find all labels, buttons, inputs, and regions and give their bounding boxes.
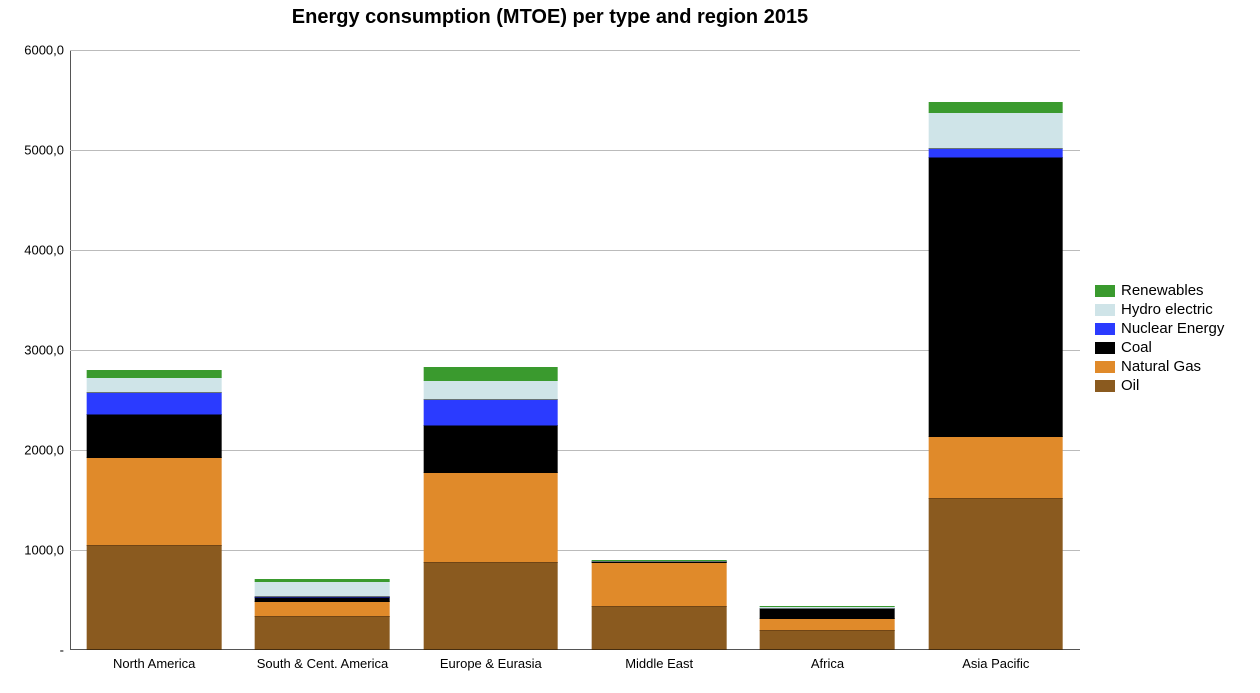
bar-segment-nuclear	[87, 392, 222, 415]
bar-segment-hydro	[928, 112, 1063, 149]
y-tick-label: 3000,0	[24, 343, 70, 358]
y-tick-label: 2000,0	[24, 443, 70, 458]
bar-segment-hydro	[87, 377, 222, 393]
stacked-bar	[760, 606, 895, 651]
legend-swatch	[1095, 304, 1115, 316]
category-label: Asia Pacific	[962, 650, 1029, 671]
legend-item-coal: Coal	[1095, 339, 1224, 356]
chart-title: Energy consumption (MTOE) per type and r…	[0, 6, 1100, 29]
legend-swatch	[1095, 361, 1115, 373]
bar-segment-oil	[255, 616, 390, 650]
bar-segment-oil	[87, 545, 222, 650]
category-slot: North America	[70, 50, 238, 650]
legend-item-nuclear: Nuclear Energy	[1095, 320, 1224, 337]
bar-segment-nuclear	[423, 399, 558, 426]
category-slot: Middle East	[575, 50, 743, 650]
legend-item-natgas: Natural Gas	[1095, 358, 1224, 375]
category-slot: Europe & Eurasia	[407, 50, 575, 650]
legend-item-renewables: Renewables	[1095, 282, 1224, 299]
legend: Renewables Hydro electric Nuclear Energy Co…	[1095, 280, 1224, 396]
category-label: South & Cent. America	[257, 650, 389, 671]
legend-label: Hydro electric	[1121, 301, 1213, 318]
bar-segment-natgas	[87, 457, 222, 546]
bar-segment-renewables	[87, 370, 222, 378]
legend-label: Oil	[1121, 377, 1139, 394]
legend-label: Coal	[1121, 339, 1152, 356]
category-label: Africa	[811, 650, 844, 671]
y-tick-label: 1000,0	[24, 543, 70, 558]
bar-segment-natgas	[760, 618, 895, 631]
stacked-bar	[255, 579, 390, 650]
stacked-bar	[592, 560, 727, 651]
bar-segment-natgas	[423, 472, 558, 563]
bar-segment-renewables	[423, 367, 558, 381]
bar-segment-coal	[423, 425, 558, 473]
bar-segment-nuclear	[928, 148, 1063, 159]
y-tick-label: 4000,0	[24, 243, 70, 258]
bar-segment-coal	[928, 157, 1063, 437]
category-label: North America	[113, 650, 195, 671]
bar-segment-renewables	[592, 560, 727, 561]
bar-segment-hydro	[423, 380, 558, 400]
bar-segment-natgas	[592, 562, 727, 607]
bar-segment-coal	[760, 608, 895, 619]
legend-swatch	[1095, 342, 1115, 354]
bar-segment-renewables	[760, 606, 895, 607]
legend-item-hydro: Hydro electric	[1095, 301, 1224, 318]
category-slot: South & Cent. America	[238, 50, 406, 650]
bar-segment-coal	[87, 414, 222, 458]
bar-segment-hydro	[255, 581, 390, 597]
stacked-bar	[928, 102, 1063, 650]
category-label: Middle East	[625, 650, 693, 671]
category-slot: Africa	[743, 50, 911, 650]
bar-segment-oil	[928, 498, 1063, 650]
chart-container: Energy consumption (MTOE) per type and r…	[0, 0, 1260, 693]
bar-segment-oil	[760, 630, 895, 650]
bar-segment-natgas	[255, 601, 390, 617]
category-label: Europe & Eurasia	[440, 650, 542, 671]
stacked-bar	[423, 367, 558, 650]
category-slot: Asia Pacific	[912, 50, 1080, 650]
bar-segment-renewables	[255, 579, 390, 582]
bar-segment-natgas	[928, 436, 1063, 499]
stacked-bar	[87, 370, 222, 650]
plot-area: -1000,02000,03000,04000,05000,06000,0Nor…	[70, 50, 1080, 650]
y-tick-label: 6000,0	[24, 43, 70, 58]
y-tick-label: 5000,0	[24, 143, 70, 158]
legend-item-oil: Oil	[1095, 377, 1224, 394]
legend-swatch	[1095, 380, 1115, 392]
bar-segment-oil	[423, 562, 558, 650]
bar-segment-oil	[592, 606, 727, 650]
legend-label: Natural Gas	[1121, 358, 1201, 375]
legend-swatch	[1095, 285, 1115, 297]
legend-label: Renewables	[1121, 282, 1204, 299]
y-tick-label: -	[60, 643, 70, 658]
bar-segment-renewables	[928, 102, 1063, 113]
legend-label: Nuclear Energy	[1121, 320, 1224, 337]
legend-swatch	[1095, 323, 1115, 335]
